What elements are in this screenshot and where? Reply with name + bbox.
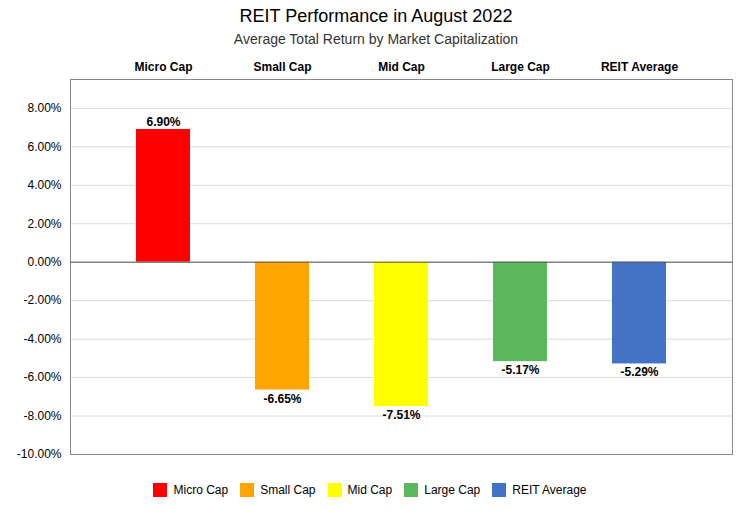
svg-text:-5.29%: -5.29%: [620, 365, 658, 379]
svg-text:-10.00%: -10.00%: [17, 447, 62, 461]
html-text:Mid Cap: Mid Cap: [347, 482, 393, 497]
svg-text:4.00%: 4.00%: [27, 178, 61, 192]
svg-text:-2.00%: -2.00%: [23, 293, 61, 307]
svg-text:REIT Average: REIT Average: [601, 60, 678, 74]
svg-text:-6.65%: -6.65%: [263, 392, 301, 406]
svg-text:2.00%: 2.00%: [27, 217, 61, 231]
svg-text:6.00%: 6.00%: [27, 140, 61, 154]
html-text:Large Cap: Large Cap: [424, 482, 481, 497]
svg-text:-5.17%: -5.17%: [501, 363, 539, 377]
svg-text:-7.51%: -7.51%: [382, 408, 420, 422]
svg-text:Small Cap: Small Cap: [253, 60, 311, 74]
svg-text:0.00%: 0.00%: [27, 255, 61, 269]
svg-text:-4.00%: -4.00%: [23, 332, 61, 346]
html-text:Small Cap: Small Cap: [260, 482, 316, 497]
svg-text:6.90%: 6.90%: [146, 115, 180, 129]
svg-text:Mid Cap: Mid Cap: [378, 60, 425, 74]
svg-text:Micro Cap: Micro Cap: [134, 60, 192, 74]
html-text:REIT Performance in August 202: REIT Performance in August 2022: [239, 6, 513, 26]
html-text:Micro Cap: Micro Cap: [173, 482, 229, 497]
html-text:Average Total Return by Market: Average Total Return by Market Capitaliz…: [233, 31, 519, 47]
svg-text:-6.00%: -6.00%: [23, 370, 61, 384]
svg-text:-8.00%: -8.00%: [23, 409, 61, 423]
svg-text:Large Cap: Large Cap: [491, 60, 550, 74]
html-text:REIT Average: REIT Average: [512, 482, 587, 497]
svg-text:8.00%: 8.00%: [27, 101, 61, 115]
